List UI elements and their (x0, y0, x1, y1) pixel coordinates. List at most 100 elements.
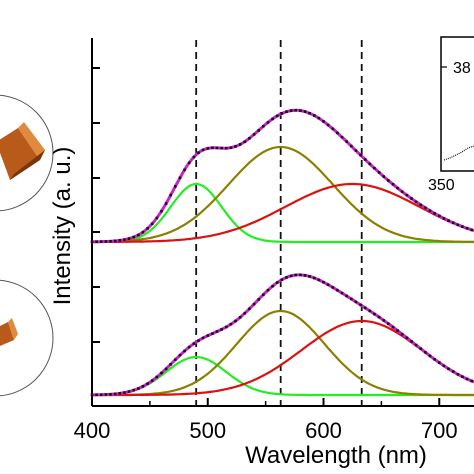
data-point (215, 146, 219, 150)
data-point (433, 212, 436, 215)
data-point (345, 140, 348, 143)
data-point (396, 329, 399, 332)
data-point (326, 123, 330, 127)
data-point (90, 393, 94, 397)
data-point (294, 273, 297, 277)
data-point (215, 330, 219, 333)
y-axis-ticks (92, 67, 100, 343)
data-point (336, 288, 339, 292)
data-point (243, 311, 247, 315)
crystal-illustration-bottom (0, 279, 54, 397)
data-point (155, 216, 159, 220)
data-point (428, 209, 432, 212)
data-point (174, 358, 177, 361)
data-point (160, 209, 163, 213)
data-point (322, 280, 325, 284)
data-point (275, 281, 279, 284)
data-point (391, 325, 395, 329)
data-point (238, 316, 242, 319)
data-point (238, 143, 242, 146)
data-point (155, 375, 159, 379)
data-point (183, 168, 186, 172)
data-point (428, 354, 432, 358)
fit-line (92, 273, 474, 397)
data-point (322, 120, 325, 123)
data-point (414, 343, 418, 347)
data-point (424, 351, 427, 354)
data-point (308, 275, 311, 278)
data-point (118, 239, 122, 242)
data-point (113, 239, 117, 243)
data-points (90, 109, 473, 397)
component-curves (91, 145, 474, 397)
data-point (438, 361, 441, 364)
data-point (211, 332, 214, 335)
data-point (313, 276, 316, 280)
fit-line (92, 108, 474, 244)
data-point (451, 370, 455, 373)
data-point (123, 391, 126, 394)
data-point (201, 336, 205, 340)
data-point (100, 240, 103, 243)
data-point (419, 347, 423, 350)
data-point (109, 240, 112, 243)
inset-tick-label-bottom: 350 (428, 177, 455, 194)
data-point (359, 303, 362, 307)
series-line (92, 182, 474, 244)
data-point (377, 171, 381, 174)
data-point (192, 155, 196, 159)
data-point (419, 203, 423, 207)
data-point (141, 230, 145, 234)
data-point (354, 149, 358, 152)
data-point (465, 227, 469, 230)
data-point (160, 371, 163, 375)
fit-curves (92, 108, 474, 397)
reference-lines (195, 40, 363, 406)
data-point (206, 147, 210, 150)
data-point (211, 146, 214, 150)
data-point (95, 240, 98, 243)
data-point (100, 393, 103, 396)
data-point (377, 315, 381, 319)
data-point (442, 217, 446, 220)
data-point (373, 166, 376, 170)
data-point (359, 153, 362, 157)
data-point (461, 375, 464, 378)
data-point (266, 288, 270, 292)
data-point (178, 353, 182, 357)
data-point (104, 393, 108, 396)
data-point (289, 274, 293, 278)
data-point (414, 200, 418, 204)
data-point (225, 146, 228, 150)
data-point (396, 186, 399, 190)
data-point (262, 125, 265, 128)
data-point (229, 322, 233, 326)
x-axis-ticks: 400 500 600 700 (74, 398, 458, 443)
data-point (299, 109, 302, 112)
data-point (438, 214, 441, 218)
data-point (197, 339, 200, 342)
series-line (92, 182, 474, 244)
data-point (350, 297, 353, 301)
data-point (95, 393, 98, 397)
data-point (220, 328, 223, 331)
data-point (225, 325, 228, 329)
data-point (183, 349, 186, 353)
data-point (123, 238, 126, 241)
data-point (90, 240, 94, 244)
data-point (340, 291, 344, 295)
data-point (405, 336, 409, 340)
data-point (461, 225, 464, 228)
data-point (313, 114, 316, 117)
data-point (280, 278, 284, 281)
data-point (248, 137, 251, 140)
x-tick-label: 500 (189, 418, 226, 443)
data-point (285, 110, 288, 113)
data-point (150, 222, 154, 225)
data-point (201, 148, 205, 152)
data-point (442, 364, 446, 368)
data-point (169, 363, 172, 366)
data-point (308, 112, 311, 115)
data-point (340, 135, 344, 139)
